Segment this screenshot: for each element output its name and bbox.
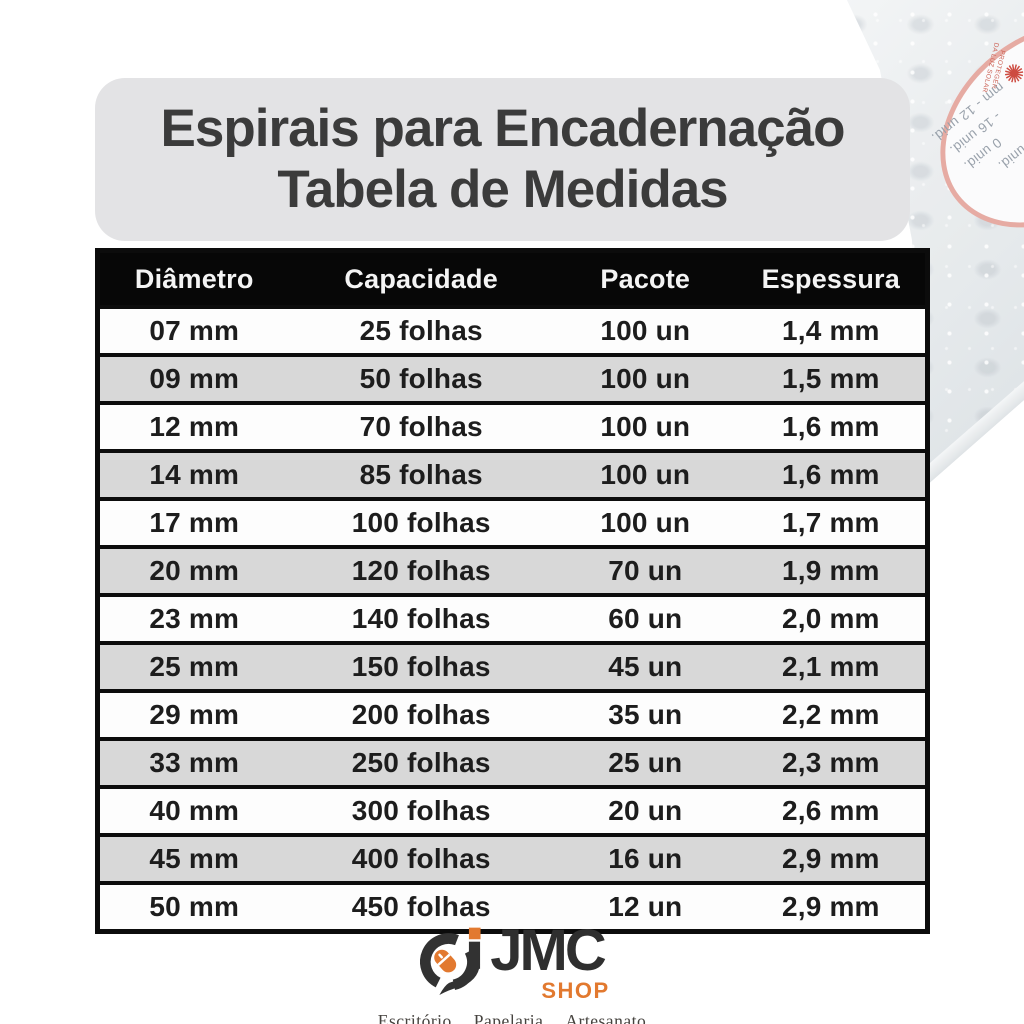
brand-sub: SHOP [541,978,610,1004]
tagline-word: Papelaria [473,1011,544,1024]
cell-capacidade: 120 folhas [288,545,554,595]
brand-tagline: Escritório Papelaria Artesanato [378,1011,646,1024]
logo-mark-icon [420,927,481,995]
cell-capacidade: 140 folhas [288,593,554,643]
cell-espessura: 2,1 mm [736,641,928,691]
cell-espessura: 2,3 mm [736,737,928,787]
cell-capacidade: 300 folhas [288,785,554,835]
table-row: 45 mm 400 folhas 16 un 2,9 mm [97,833,928,883]
cell-pacote: 100 un [553,353,737,403]
table-row: 50 mm 450 folhas 12 un 2,9 mm [97,881,928,932]
cell-capacidade: 200 folhas [288,689,554,739]
mouse-icon [434,949,457,973]
cell-diametro: 45 mm [97,833,289,883]
cell-capacidade: 150 folhas [288,641,554,691]
table-row: 33 mm 250 folhas 25 un 2,3 mm [97,737,928,787]
table-row: 25 mm 150 folhas 45 un 2,1 mm [97,641,928,691]
cell-diametro: 25 mm [97,641,289,691]
brand-logo: JMC SHOP Escritório Papelaria Artesanato [0,918,1024,1024]
tagline-word: Escritório [377,1011,452,1024]
table-row: 09 mm 50 folhas 100 un 1,5 mm [97,353,928,403]
cell-espessura: 2,6 mm [736,785,928,835]
cell-diametro: 17 mm [97,497,289,547]
title-banner: Espirais para Encadernação Tabela de Med… [95,78,910,241]
cell-espessura: 1,6 mm [736,449,928,499]
cell-pacote: 100 un [553,449,737,499]
cell-capacidade: 50 folhas [288,353,554,403]
table-row: 23 mm 140 folhas 60 un 2,0 mm [97,593,928,643]
cell-diametro: 14 mm [97,449,289,499]
label-text: mm - 12 unid. - 16 unid. 0 unid. unid. [900,48,1024,219]
table-header-row: Diâmetro Capacidade Pacote Espessura [97,250,928,307]
cell-pacote: 100 un [553,497,737,547]
cell-diametro: 07 mm [97,305,289,355]
cell-diametro: 40 mm [97,785,289,835]
table-row: 17 mm 100 folhas 100 un 1,7 mm [97,497,928,547]
cell-pacote: 70 un [553,545,737,595]
table-row: 40 mm 300 folhas 20 un 2,6 mm [97,785,928,835]
tagline-word: Artesanato [565,1011,647,1024]
cell-capacidade: 450 folhas [288,881,554,932]
cell-espessura: 1,4 mm [736,305,928,355]
table-row: 14 mm 85 folhas 100 un 1,6 mm [97,449,928,499]
table-row: 20 mm 120 folhas 70 un 1,9 mm [97,545,928,595]
cell-espessura: 1,6 mm [736,401,928,451]
title-line-1: Espirais para Encadernação [160,99,846,159]
title-line-2: Tabela de Medidas [277,159,728,219]
cell-diametro: 33 mm [97,737,289,787]
round-product-label: ✺ PROTEGER DA LUZ SOLAR mm - 12 unid. - 1… [900,0,1024,270]
brand-name: JMC [490,918,606,983]
cell-diametro: 23 mm [97,593,289,643]
table-body: 07 mm 25 folhas 100 un 1,4 mm 09 mm 50 f… [97,305,928,932]
cell-espessura: 1,9 mm [736,545,928,595]
table-header-cell: Diâmetro [97,250,289,307]
cell-pacote: 100 un [553,401,737,451]
cell-pacote: 12 un [553,881,737,932]
cell-diametro: 12 mm [97,401,289,451]
cell-capacidade: 400 folhas [288,833,554,883]
cell-pacote: 25 un [553,737,737,787]
cell-pacote: 16 un [553,833,737,883]
table-header-cell: Capacidade [288,250,554,307]
cell-pacote: 45 un [553,641,737,691]
cell-diametro: 20 mm [97,545,289,595]
cell-espessura: 1,7 mm [736,497,928,547]
cell-capacidade: 250 folhas [288,737,554,787]
cell-capacidade: 85 folhas [288,449,554,499]
cell-espessura: 2,2 mm [736,689,928,739]
table-header-cell: Espessura [736,250,928,307]
cell-espessura: 2,0 mm [736,593,928,643]
cell-espessura: 2,9 mm [736,833,928,883]
cell-pacote: 60 un [553,593,737,643]
cell-diametro: 09 mm [97,353,289,403]
cell-pacote: 20 un [553,785,737,835]
cell-diametro: 50 mm [97,881,289,932]
table-row: 12 mm 70 folhas 100 un 1,6 mm [97,401,928,451]
size-table: Diâmetro Capacidade Pacote Espessura 07 mm … [95,248,930,934]
cell-capacidade: 70 folhas [288,401,554,451]
cell-pacote: 100 un [553,305,737,355]
cell-diametro: 29 mm [97,689,289,739]
table-row: 07 mm 25 folhas 100 un 1,4 mm [97,305,928,355]
cell-capacidade: 100 folhas [288,497,554,547]
cell-espessura: 1,5 mm [736,353,928,403]
table-row: 29 mm 200 folhas 35 un 2,2 mm [97,689,928,739]
cell-capacidade: 25 folhas [288,305,554,355]
cell-espessura: 2,9 mm [736,881,928,932]
cell-pacote: 35 un [553,689,737,739]
table-header-cell: Pacote [553,250,737,307]
